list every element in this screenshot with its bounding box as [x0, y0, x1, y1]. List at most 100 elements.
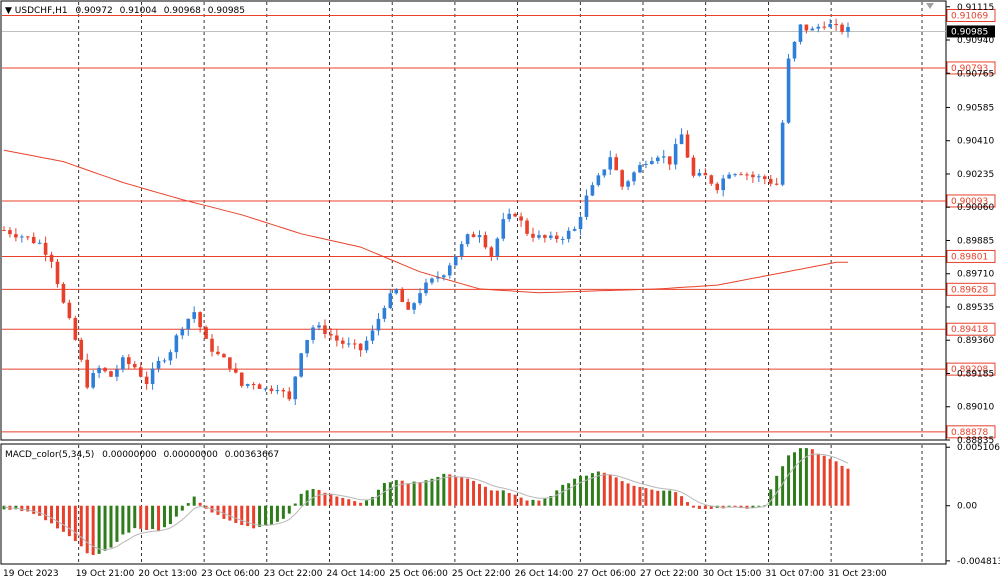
candles [2, 18, 850, 406]
macd-bar [258, 505, 262, 527]
candle-body [335, 335, 339, 341]
macd-bar [157, 505, 161, 531]
candle-body [834, 24, 838, 26]
macd-bar [55, 505, 59, 529]
low-value: 0.90968 [164, 6, 201, 16]
macd-bar [834, 461, 838, 506]
y-tick-label: 0.89360 [957, 336, 994, 346]
candle-body [55, 261, 60, 284]
macd-bar [133, 505, 137, 529]
macd-signal-line [3, 453, 849, 551]
price-level-tag [946, 362, 996, 376]
macd-bar [442, 473, 446, 506]
candle-body [501, 219, 506, 239]
candle-body [798, 24, 803, 42]
candle-body [168, 352, 173, 361]
candle-body [727, 174, 731, 179]
macd-bar [246, 505, 250, 527]
candle-body [61, 283, 66, 303]
macd-bar [305, 490, 309, 506]
x-tick-label: 31 Oct 07:00 [765, 569, 824, 579]
macd-bar [234, 505, 238, 523]
macd-bar [20, 505, 24, 512]
candle-body [346, 343, 351, 345]
chart-shift-icon[interactable] [926, 3, 934, 9]
macd-bar [424, 480, 428, 506]
x-tick-label: 20 Oct 13:00 [138, 569, 197, 579]
price-level-label: 0.90093 [951, 197, 988, 207]
candle-body [578, 216, 583, 230]
candle-body [49, 254, 54, 262]
macd-y-tick-label: 0.0051067 [957, 443, 1000, 453]
candle-body [673, 144, 678, 165]
candle-body [394, 289, 399, 294]
candle-body [370, 330, 375, 341]
macd-bar [359, 502, 363, 506]
candle-body [507, 213, 512, 220]
price-levels[interactable]: 0.91069 0.90793 0.90093 0.89801 0.89628 0.894… [2, 8, 996, 439]
y-tick-label: 0.89710 [957, 270, 994, 280]
macd-bar [501, 490, 505, 506]
candle-body [400, 289, 405, 302]
macd-bar [686, 502, 690, 506]
macd-bar [79, 505, 83, 547]
candle-body [364, 340, 369, 351]
candle-body [228, 357, 232, 369]
price-level-tag [946, 249, 996, 263]
macd-histogram [2, 448, 850, 555]
candle-body [679, 134, 684, 145]
candle-body [745, 174, 749, 176]
candle-body [174, 335, 179, 353]
macd-bar [418, 482, 422, 506]
candle-body [632, 172, 636, 182]
candle-body [91, 373, 95, 388]
candle-body [97, 367, 101, 374]
macd-bar [127, 505, 131, 533]
candle-body [281, 390, 286, 392]
candle-body [317, 325, 321, 328]
open-value: 0.90972 [76, 6, 113, 16]
candle-body [656, 157, 660, 162]
macd-bar [151, 505, 155, 529]
macd-bar [222, 505, 226, 519]
macd-bar [846, 468, 850, 506]
macd-bar [287, 505, 291, 514]
x-tick-label: 31 Oct 23:00 [828, 569, 887, 579]
candle-body [192, 312, 196, 319]
macd-bar [252, 505, 256, 529]
candle-body [222, 354, 226, 358]
macd-bar [335, 496, 339, 506]
macd-bar [26, 505, 30, 512]
macd-bar [816, 453, 820, 506]
candle-body [715, 183, 720, 191]
macd-bar [656, 490, 660, 506]
macd-header: MACD_color(5,34,5) 0.00000000 0.00000000… [5, 450, 279, 460]
candle-body [549, 235, 553, 238]
macd-bar [406, 483, 410, 506]
candle-body [608, 157, 613, 170]
candle-body [180, 329, 185, 336]
candle-body [132, 364, 137, 368]
x-tick-label: 23 Oct 22:00 [264, 569, 323, 579]
candle-body [418, 293, 422, 304]
macd-bar [228, 505, 232, 521]
candle-body [115, 369, 119, 377]
candle-body [667, 156, 672, 165]
macd-bar [293, 503, 297, 506]
candle-body [234, 368, 238, 373]
macd-bar [376, 489, 380, 506]
macd-bar [495, 490, 499, 506]
macd-value-1: 0.00000000 [102, 450, 157, 460]
macd-bar [697, 505, 701, 509]
candle-body [323, 325, 327, 334]
candle-body [210, 338, 214, 352]
candle-body [566, 230, 571, 239]
macd-bar [317, 489, 321, 506]
macd-bar [192, 496, 196, 506]
price-axis: 0.91115 0.90940 0.90765 0.90585 0.90410 0.902… [946, 3, 994, 446]
price-level-label: 0.89208 [951, 365, 988, 375]
y-tick-label: 0.90585 [957, 103, 994, 113]
candle-body [721, 178, 725, 191]
macd-bar [264, 505, 268, 526]
